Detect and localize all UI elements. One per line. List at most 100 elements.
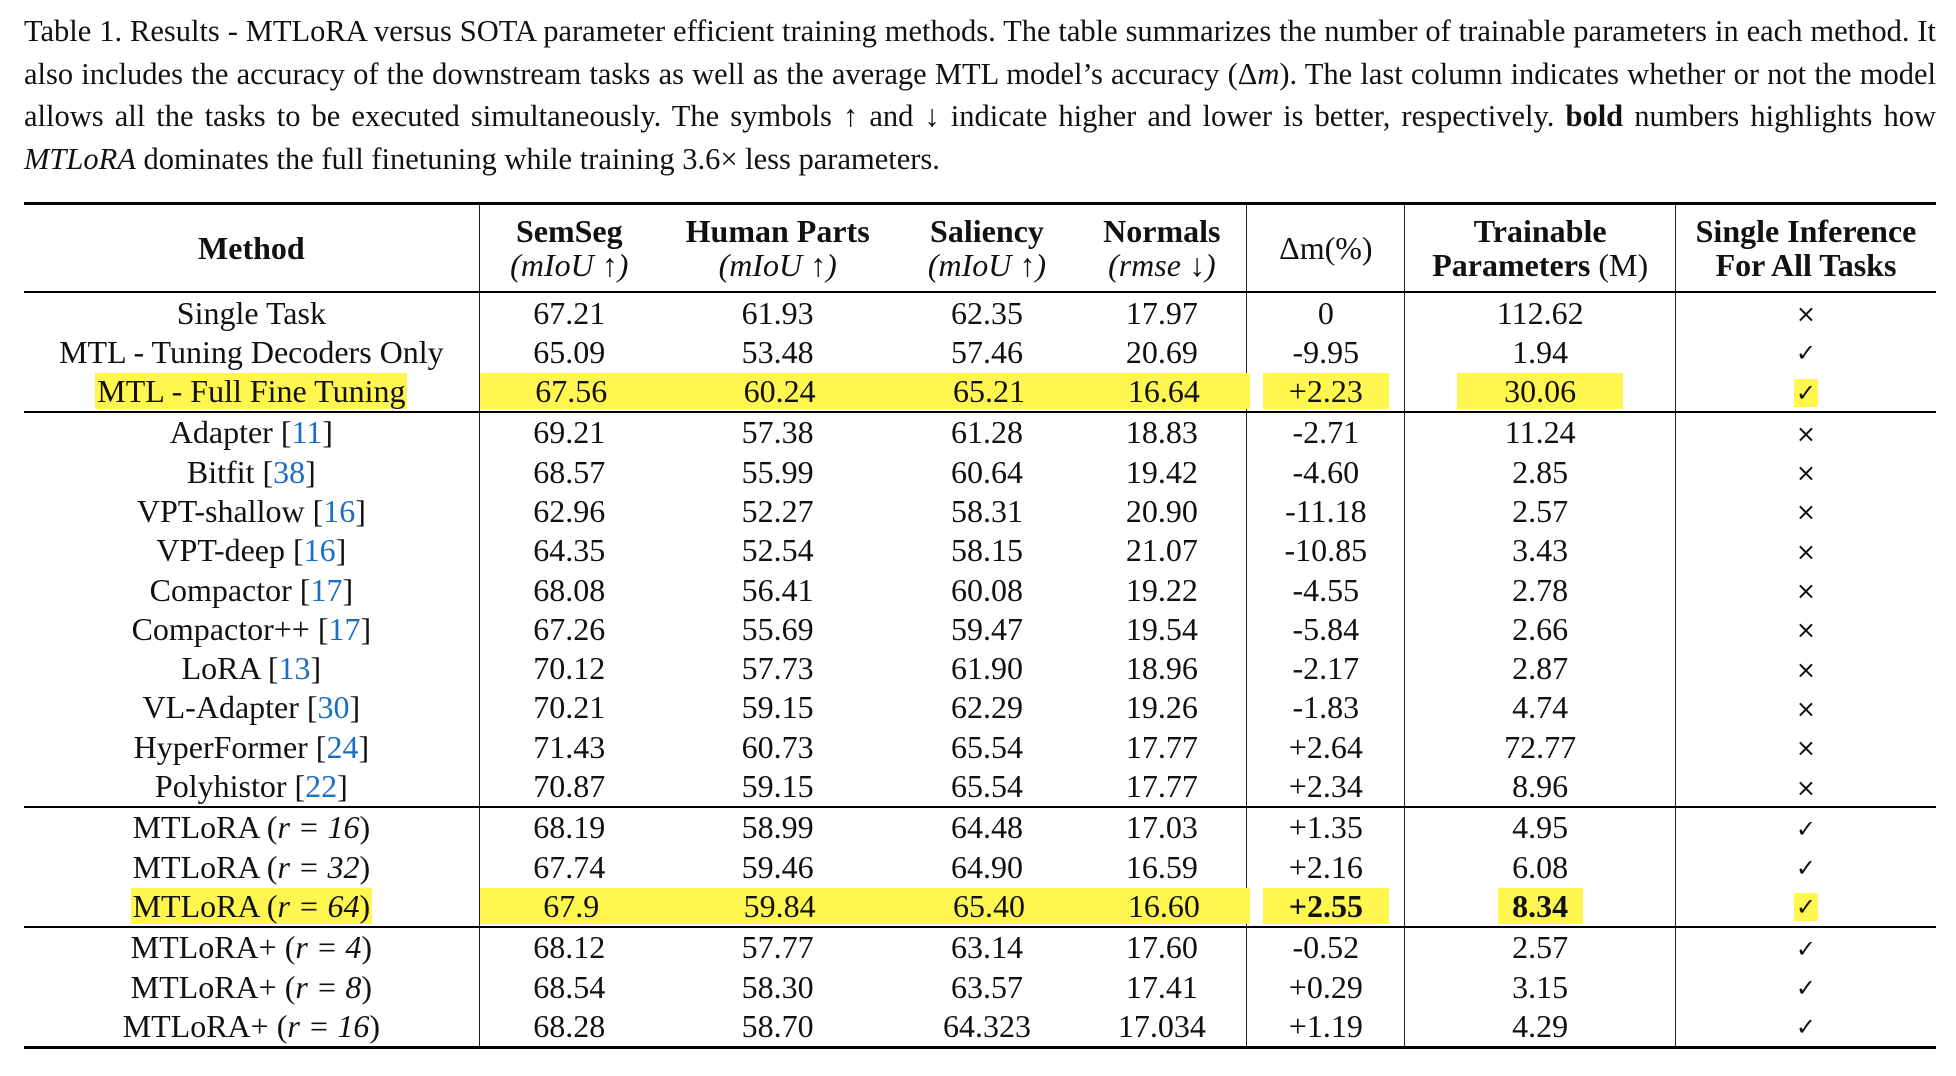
- cell-saliency: 65.21: [896, 371, 1082, 413]
- citation-link[interactable]: 13: [278, 650, 311, 687]
- value-normals: 17.034: [1117, 1007, 1206, 1044]
- value-params: 4.74: [1512, 689, 1569, 726]
- rank-value: r = 64: [277, 887, 360, 924]
- value-semseg: 68.28: [533, 1007, 606, 1044]
- citation-link[interactable]: 16: [303, 532, 336, 569]
- value-single: ✓: [1793, 893, 1819, 922]
- cell-saliency: 62.29: [897, 688, 1078, 727]
- citation-link[interactable]: 24: [326, 728, 359, 765]
- cell-single: ×: [1675, 292, 1936, 332]
- citation-link[interactable]: 17: [310, 571, 343, 608]
- cell-normals: 19.26: [1077, 687, 1248, 728]
- cell-single: ✓: [1675, 332, 1936, 371]
- value-saliency: 60.64: [950, 453, 1023, 490]
- citation-link[interactable]: 17: [328, 610, 361, 647]
- citation-link[interactable]: 16: [323, 492, 356, 529]
- cell-humanparts: 52.54: [659, 531, 897, 570]
- cell-delta: +2.55: [1246, 886, 1406, 928]
- cell-humanparts: 53.48: [659, 332, 897, 371]
- cell-method: VL-Adapter [30]: [24, 687, 480, 728]
- value-normals: 16.60: [1077, 887, 1251, 925]
- cell-normals: 19.22: [1077, 570, 1248, 610]
- method-name: VPT-shallow: [136, 492, 305, 529]
- value-saliency: 57.46: [950, 333, 1023, 370]
- cell-semseg: 68.28: [479, 1006, 659, 1049]
- header-trainable-line1: Trainable: [1473, 213, 1607, 249]
- table-row: Compactor++ [17] 67.26 55.69 59.47 19.54 -5.8…: [24, 609, 1936, 649]
- cell-humanparts: 60.73: [659, 727, 897, 766]
- cell-single: ×: [1675, 688, 1936, 727]
- method-label: VL-Adapter [30]: [142, 689, 361, 726]
- header-single: Single Inference: [1675, 202, 1936, 248]
- rank-close-paren: ): [361, 929, 373, 966]
- cell-normals: 17.41: [1077, 967, 1248, 1007]
- citation-link[interactable]: 30: [317, 689, 350, 726]
- method-name: MTLoRA+ (: [130, 968, 296, 1005]
- value-semseg: 67.74: [533, 848, 606, 885]
- header-saliency: Saliency: [896, 202, 1078, 248]
- cell-single: ✓: [1675, 847, 1936, 886]
- value-normals: 19.22: [1125, 571, 1198, 608]
- cell-delta: +2.64: [1246, 727, 1406, 767]
- cell-normals: 16.59: [1077, 847, 1248, 887]
- cell-params: 4.74: [1404, 687, 1676, 728]
- caption-text-2: ). The last column indicates whether or …: [24, 56, 1937, 134]
- cell-method: MTLoRA (r = 16): [24, 806, 480, 848]
- value-single: ×: [1795, 300, 1817, 328]
- value-delta: +2.23: [1262, 373, 1390, 410]
- value-humanparts: 57.73: [741, 650, 814, 687]
- header-delta: Δm(%): [1246, 202, 1406, 293]
- citation-link[interactable]: 11: [291, 414, 323, 451]
- value-single: ✓: [1795, 1013, 1817, 1042]
- cell-params: 3.15: [1404, 967, 1676, 1007]
- value-saliency: 65.40: [896, 887, 1082, 925]
- value-single: ✓: [1793, 378, 1819, 407]
- cell-semseg: 67.26: [479, 609, 659, 648]
- method-name: MTLoRA (: [132, 848, 278, 885]
- value-saliency: 64.90: [950, 848, 1023, 885]
- value-delta: +2.64: [1288, 728, 1363, 765]
- cell-params: 11.24: [1404, 411, 1676, 453]
- cell-method: Bitfit [38]: [24, 452, 480, 492]
- value-params: 4.95: [1512, 809, 1569, 846]
- cell-normals: 17.77: [1077, 766, 1248, 808]
- value-semseg: 68.54: [533, 968, 606, 1005]
- value-params: 2.57: [1512, 929, 1569, 966]
- value-params: 2.87: [1512, 650, 1569, 687]
- value-semseg: 71.43: [533, 728, 606, 765]
- header-semseg: SemSeg: [479, 202, 659, 248]
- value-semseg: 69.21: [533, 414, 606, 451]
- value-humanparts: 61.93: [741, 294, 814, 331]
- header-trainable-line2: Parameters (M): [1404, 247, 1676, 293]
- cell-method: VPT-shallow [16]: [24, 491, 480, 531]
- value-saliency: 65.54: [950, 728, 1023, 765]
- cell-method: Compactor [17]: [24, 570, 480, 610]
- value-single: ×: [1795, 773, 1817, 802]
- caption-text-3: numbers highlights how: [1623, 99, 1936, 133]
- value-params: 2.85: [1512, 453, 1569, 490]
- cell-humanparts: 52.27: [659, 491, 897, 530]
- value-normals: 19.26: [1125, 689, 1198, 726]
- value-params: 8.96: [1512, 768, 1569, 805]
- value-normals: 17.60: [1125, 929, 1198, 966]
- value-semseg: 68.19: [533, 809, 606, 846]
- citation-link[interactable]: 22: [305, 768, 338, 805]
- cell-humanparts: 58.70: [658, 1006, 897, 1049]
- header-trainable-unit: (M): [1590, 247, 1649, 283]
- method-name: LoRA: [181, 650, 260, 687]
- method-label: MTLoRA+ (r = 8): [131, 969, 372, 1005]
- value-saliency: 63.14: [950, 929, 1023, 966]
- value-normals: 17.41: [1125, 968, 1198, 1005]
- value-saliency: 62.29: [950, 689, 1023, 726]
- method-name: Compactor++: [131, 610, 310, 647]
- cell-delta: +1.35: [1246, 806, 1406, 848]
- cell-saliency: 64.323: [896, 1006, 1078, 1049]
- method-label: LoRA [13]: [181, 650, 322, 687]
- cell-saliency: 59.47: [897, 609, 1078, 648]
- cell-humanparts: 59.15: [659, 688, 897, 727]
- cell-semseg: 70.12: [479, 649, 659, 688]
- citation-link[interactable]: 38: [273, 453, 306, 490]
- value-params: 1.94: [1512, 333, 1569, 370]
- value-humanparts: 58.30: [741, 968, 814, 1005]
- cell-semseg: 65.09: [479, 332, 659, 371]
